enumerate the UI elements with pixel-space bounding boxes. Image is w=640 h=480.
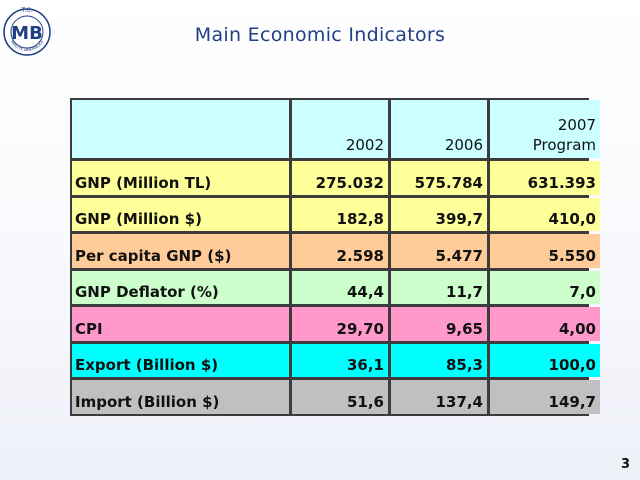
value-cell: 100,0 bbox=[490, 343, 600, 378]
row-label: GNP (Million $) bbox=[72, 197, 289, 232]
value-cell: 4,00 bbox=[490, 307, 600, 341]
value-cell: 182,8 bbox=[292, 197, 388, 232]
value-cell: 575.784 bbox=[391, 161, 487, 195]
value-cell: 29,70 bbox=[292, 307, 388, 341]
row-label: CPI bbox=[72, 307, 289, 341]
value-cell: 149,7 bbox=[490, 380, 600, 414]
row-label: Export (Billion $) bbox=[72, 343, 289, 378]
indicators-table: 2002 2006 2007 Program GNP (Million TL) 275.… bbox=[70, 98, 600, 416]
row-label: Per capita GNP ($) bbox=[72, 234, 289, 268]
value-cell: 44,4 bbox=[292, 270, 388, 305]
value-cell: 5.550 bbox=[490, 234, 600, 268]
value-cell: 9,65 bbox=[391, 307, 487, 341]
page-number: 3 bbox=[620, 457, 630, 472]
value-cell: 7,0 bbox=[490, 270, 600, 305]
row-label: GNP (Million TL) bbox=[72, 161, 289, 195]
header-cell: 2007 Program bbox=[490, 100, 600, 158]
value-cell: 631.393 bbox=[490, 161, 600, 195]
row-label: GNP Deflator (%) bbox=[72, 270, 289, 305]
value-cell: 399,7 bbox=[391, 197, 487, 232]
value-cell: 36,1 bbox=[292, 343, 388, 378]
header-cell: 2002 bbox=[292, 100, 388, 158]
value-cell: 11,7 bbox=[391, 270, 487, 305]
logo-initials: MB bbox=[11, 23, 43, 44]
value-cell: 51,6 bbox=[292, 380, 388, 414]
value-cell: 137,4 bbox=[391, 380, 487, 414]
value-cell: 85,3 bbox=[391, 343, 487, 378]
value-cell: 410,0 bbox=[490, 197, 600, 232]
value-cell: 5.477 bbox=[391, 234, 487, 268]
logo-top-text: T.C. bbox=[21, 7, 33, 14]
page-title: Main Economic Indicators bbox=[194, 24, 446, 46]
value-cell: 2.598 bbox=[292, 234, 388, 268]
header-corner-cell bbox=[72, 100, 289, 158]
ministry-logo: T.C. MB MALİYE BAKANLIĞI bbox=[2, 2, 52, 62]
header-cell: 2006 bbox=[391, 100, 487, 158]
value-cell: 275.032 bbox=[292, 161, 388, 195]
row-label: Import (Billion $) bbox=[72, 380, 289, 414]
